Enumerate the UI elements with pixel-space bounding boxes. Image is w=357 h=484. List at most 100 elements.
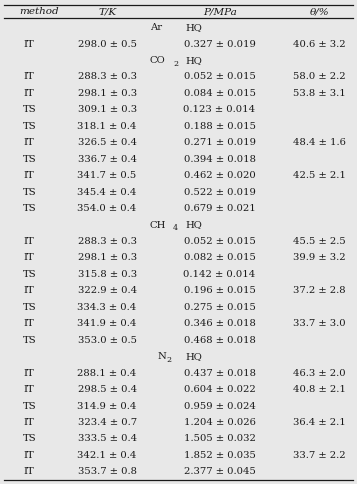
Text: Ar: Ar bbox=[150, 23, 162, 32]
Text: T/K: T/K bbox=[98, 7, 116, 16]
Text: HQ: HQ bbox=[186, 221, 202, 229]
Text: 323.4 ± 0.7: 323.4 ± 0.7 bbox=[77, 418, 137, 427]
Text: 2: 2 bbox=[166, 356, 171, 364]
Text: 334.3 ± 0.4: 334.3 ± 0.4 bbox=[77, 303, 137, 312]
Text: HQ: HQ bbox=[186, 56, 202, 65]
Text: IT: IT bbox=[23, 369, 34, 378]
Text: TS: TS bbox=[23, 435, 37, 443]
Text: 298.0 ± 0.5: 298.0 ± 0.5 bbox=[77, 40, 137, 48]
Text: 318.1 ± 0.4: 318.1 ± 0.4 bbox=[77, 122, 137, 131]
Text: 333.5 ± 0.4: 333.5 ± 0.4 bbox=[77, 435, 137, 443]
Text: 58.0 ± 2.2: 58.0 ± 2.2 bbox=[293, 73, 346, 81]
Text: 314.9 ± 0.4: 314.9 ± 0.4 bbox=[77, 402, 137, 410]
Text: 0.346 ± 0.018: 0.346 ± 0.018 bbox=[183, 319, 256, 328]
Text: 315.8 ± 0.3: 315.8 ± 0.3 bbox=[77, 270, 137, 279]
Text: 354.0 ± 0.4: 354.0 ± 0.4 bbox=[77, 204, 137, 213]
Text: HQ: HQ bbox=[186, 352, 202, 361]
Text: 0.394 ± 0.018: 0.394 ± 0.018 bbox=[183, 155, 256, 164]
Text: θ/%: θ/% bbox=[310, 7, 329, 16]
Text: N: N bbox=[157, 352, 166, 361]
Text: IT: IT bbox=[23, 468, 34, 476]
Text: 0.142 ± 0.014: 0.142 ± 0.014 bbox=[183, 270, 256, 279]
Text: 36.4 ± 2.1: 36.4 ± 2.1 bbox=[293, 418, 346, 427]
Text: 353.0 ± 0.5: 353.0 ± 0.5 bbox=[77, 336, 137, 345]
Text: 33.7 ± 2.2: 33.7 ± 2.2 bbox=[293, 451, 346, 460]
Text: 353.7 ± 0.8: 353.7 ± 0.8 bbox=[77, 468, 137, 476]
Text: TS: TS bbox=[23, 122, 37, 131]
Text: IT: IT bbox=[23, 287, 34, 295]
Text: 288.3 ± 0.3: 288.3 ± 0.3 bbox=[77, 73, 137, 81]
Text: 326.5 ± 0.4: 326.5 ± 0.4 bbox=[77, 138, 137, 147]
Text: TS: TS bbox=[23, 402, 37, 410]
Text: 48.4 ± 1.6: 48.4 ± 1.6 bbox=[293, 138, 346, 147]
Text: 2: 2 bbox=[173, 60, 178, 68]
Text: IT: IT bbox=[23, 138, 34, 147]
Text: 0.196 ± 0.015: 0.196 ± 0.015 bbox=[183, 287, 256, 295]
Text: 40.8 ± 2.1: 40.8 ± 2.1 bbox=[293, 385, 346, 394]
Text: 298.1 ± 0.3: 298.1 ± 0.3 bbox=[77, 89, 137, 98]
Text: 288.3 ± 0.3: 288.3 ± 0.3 bbox=[77, 237, 137, 246]
Text: 0.462 ± 0.020: 0.462 ± 0.020 bbox=[184, 171, 255, 180]
Text: 288.1 ± 0.4: 288.1 ± 0.4 bbox=[77, 369, 137, 378]
Text: IT: IT bbox=[23, 237, 34, 246]
Text: IT: IT bbox=[23, 451, 34, 460]
Text: 1.505 ± 0.032: 1.505 ± 0.032 bbox=[183, 435, 256, 443]
Text: 0.082 ± 0.015: 0.082 ± 0.015 bbox=[183, 254, 256, 262]
Text: 0.275 ± 0.015: 0.275 ± 0.015 bbox=[183, 303, 256, 312]
Text: 46.3 ± 2.0: 46.3 ± 2.0 bbox=[293, 369, 346, 378]
Text: TS: TS bbox=[23, 106, 37, 114]
Text: 336.7 ± 0.4: 336.7 ± 0.4 bbox=[77, 155, 137, 164]
Text: 0.522 ± 0.019: 0.522 ± 0.019 bbox=[183, 188, 256, 197]
Text: 0.188 ± 0.015: 0.188 ± 0.015 bbox=[183, 122, 256, 131]
Text: 0.437 ± 0.018: 0.437 ± 0.018 bbox=[183, 369, 256, 378]
Text: IT: IT bbox=[23, 73, 34, 81]
Text: 0.959 ± 0.024: 0.959 ± 0.024 bbox=[183, 402, 256, 410]
Text: IT: IT bbox=[23, 254, 34, 262]
Text: 342.1 ± 0.4: 342.1 ± 0.4 bbox=[77, 451, 137, 460]
Text: IT: IT bbox=[23, 171, 34, 180]
Text: 42.5 ± 2.1: 42.5 ± 2.1 bbox=[293, 171, 346, 180]
Text: 45.5 ± 2.5: 45.5 ± 2.5 bbox=[293, 237, 346, 246]
Text: 4: 4 bbox=[173, 225, 178, 232]
Text: TS: TS bbox=[23, 204, 37, 213]
Text: 0.604 ± 0.022: 0.604 ± 0.022 bbox=[184, 385, 255, 394]
Text: 0.271 ± 0.019: 0.271 ± 0.019 bbox=[183, 138, 256, 147]
Text: 341.7 ± 0.5: 341.7 ± 0.5 bbox=[77, 171, 137, 180]
Text: 0.123 ± 0.014: 0.123 ± 0.014 bbox=[183, 106, 256, 114]
Text: CH: CH bbox=[150, 221, 166, 229]
Text: IT: IT bbox=[23, 418, 34, 427]
Text: 0.327 ± 0.019: 0.327 ± 0.019 bbox=[183, 40, 256, 48]
Text: HQ: HQ bbox=[186, 23, 202, 32]
Text: IT: IT bbox=[23, 319, 34, 328]
Text: 37.2 ± 2.8: 37.2 ± 2.8 bbox=[293, 287, 346, 295]
Text: 309.1 ± 0.3: 309.1 ± 0.3 bbox=[77, 106, 137, 114]
Text: TS: TS bbox=[23, 303, 37, 312]
Text: 298.1 ± 0.3: 298.1 ± 0.3 bbox=[77, 254, 137, 262]
Text: 2.377 ± 0.045: 2.377 ± 0.045 bbox=[183, 468, 256, 476]
Text: 341.9 ± 0.4: 341.9 ± 0.4 bbox=[77, 319, 137, 328]
Text: IT: IT bbox=[23, 40, 34, 48]
Text: 345.4 ± 0.4: 345.4 ± 0.4 bbox=[77, 188, 137, 197]
Text: 40.6 ± 3.2: 40.6 ± 3.2 bbox=[293, 40, 346, 48]
Text: TS: TS bbox=[23, 155, 37, 164]
Text: TS: TS bbox=[23, 270, 37, 279]
Text: method: method bbox=[20, 7, 59, 16]
Text: 0.084 ± 0.015: 0.084 ± 0.015 bbox=[183, 89, 256, 98]
Text: 322.9 ± 0.4: 322.9 ± 0.4 bbox=[77, 287, 137, 295]
Text: 33.7 ± 3.0: 33.7 ± 3.0 bbox=[293, 319, 346, 328]
Text: IT: IT bbox=[23, 89, 34, 98]
Text: CO: CO bbox=[150, 56, 166, 65]
Text: 1.204 ± 0.026: 1.204 ± 0.026 bbox=[183, 418, 256, 427]
Text: 0.052 ± 0.015: 0.052 ± 0.015 bbox=[183, 73, 256, 81]
Text: 298.5 ± 0.4: 298.5 ± 0.4 bbox=[77, 385, 137, 394]
Text: 39.9 ± 3.2: 39.9 ± 3.2 bbox=[293, 254, 346, 262]
Text: 53.8 ± 3.1: 53.8 ± 3.1 bbox=[293, 89, 346, 98]
Text: IT: IT bbox=[23, 385, 34, 394]
Text: 0.468 ± 0.018: 0.468 ± 0.018 bbox=[183, 336, 256, 345]
Text: TS: TS bbox=[23, 336, 37, 345]
Text: 0.052 ± 0.015: 0.052 ± 0.015 bbox=[183, 237, 256, 246]
Text: TS: TS bbox=[23, 188, 37, 197]
Text: 1.852 ± 0.035: 1.852 ± 0.035 bbox=[183, 451, 256, 460]
Text: P/MPa: P/MPa bbox=[203, 7, 236, 16]
Text: 0.679 ± 0.021: 0.679 ± 0.021 bbox=[184, 204, 255, 213]
